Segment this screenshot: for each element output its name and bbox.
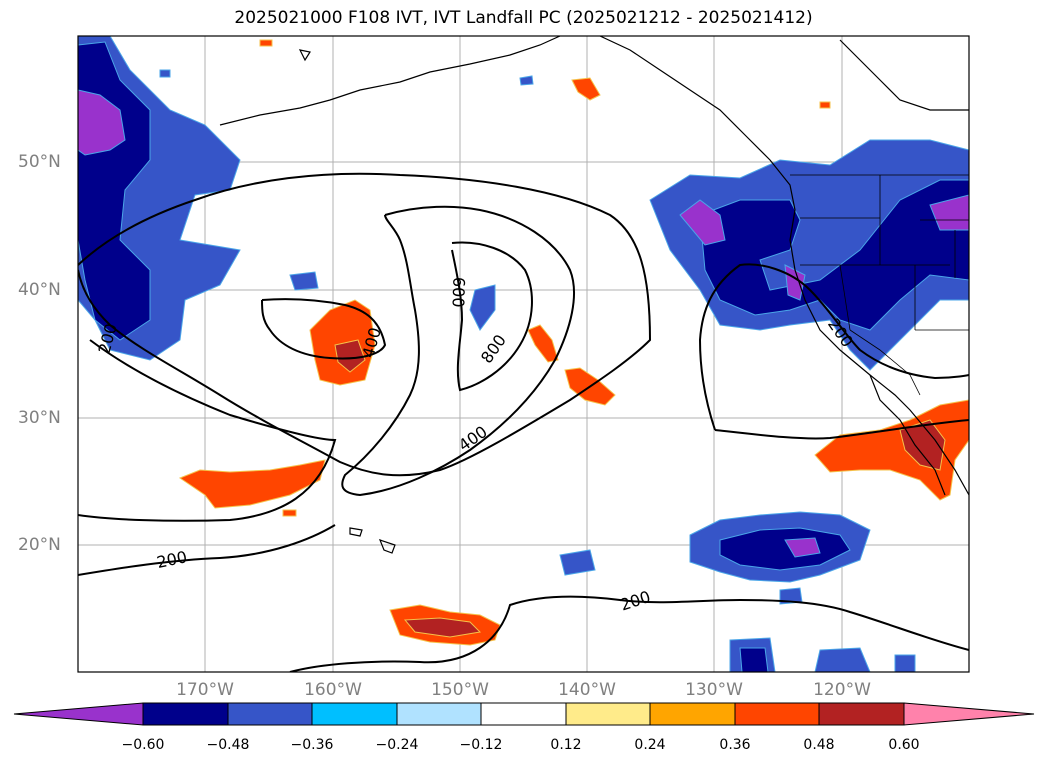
colorbar-segment-2: [227, 702, 313, 726]
lon-label-150w: 150°W: [431, 680, 489, 700]
colorbar-segment-7: [649, 702, 736, 726]
colorbar-tick-4: −0.12: [459, 737, 503, 753]
colorbar-segment-9: [818, 702, 905, 726]
lon-label-120w: 120°W: [813, 680, 871, 700]
colorbar-tick-8: 0.48: [803, 737, 835, 753]
colorbar-tick-1: −0.48: [206, 737, 250, 753]
ivt-contours: [78, 172, 969, 672]
coastlines: [219, 36, 969, 554]
colorbar-segment-8: [734, 702, 820, 726]
colorbar-tick-9: 0.60: [888, 737, 920, 753]
colorbar-segment-4: [396, 702, 482, 726]
colorbar-tick-7: 0.36: [719, 737, 751, 753]
lon-label-160w: 160°W: [304, 680, 362, 700]
colorbar-segment-6: [565, 702, 651, 726]
lat-label-20n: 20°N: [18, 535, 61, 555]
negative-pc-field: [78, 36, 969, 672]
colorbar-segment-3: [311, 702, 398, 726]
colorbar-segment-1: [142, 702, 229, 726]
lon-label-170w: 170°W: [176, 680, 234, 700]
lon-label-140w: 140°W: [558, 680, 616, 700]
contour-label-800: 800: [477, 331, 510, 367]
contour-label-600: 600: [448, 277, 468, 308]
colorbar-segment-10: [903, 702, 1035, 726]
lat-label-50n: 50°N: [18, 152, 61, 172]
contour-label-200-sw: 200: [155, 547, 189, 572]
lat-label-40n: 40°N: [18, 280, 61, 300]
lon-label-130w: 130°W: [685, 680, 743, 700]
contour-label-200-s: 200: [618, 587, 653, 615]
colorbar-tick-5: 0.12: [550, 737, 582, 753]
colorbar: [13, 702, 1035, 726]
colorbar-tick-6: 0.24: [634, 737, 666, 753]
map-frame: [77, 35, 970, 673]
colorbar-tick-2: −0.36: [290, 737, 334, 753]
positive-pc-field: [178, 39, 969, 646]
colorbar-segment-0: [13, 702, 144, 726]
political-borders: [790, 174, 969, 396]
colorbar-segment-5: [480, 702, 567, 726]
colorbar-tick-0: −0.60: [121, 737, 165, 753]
lat-label-30n: 30°N: [18, 408, 61, 428]
map-title: 2025021000 F108 IVT, IVT Landfall PC (20…: [234, 8, 813, 28]
colorbar-tick-3: −0.24: [375, 737, 419, 753]
